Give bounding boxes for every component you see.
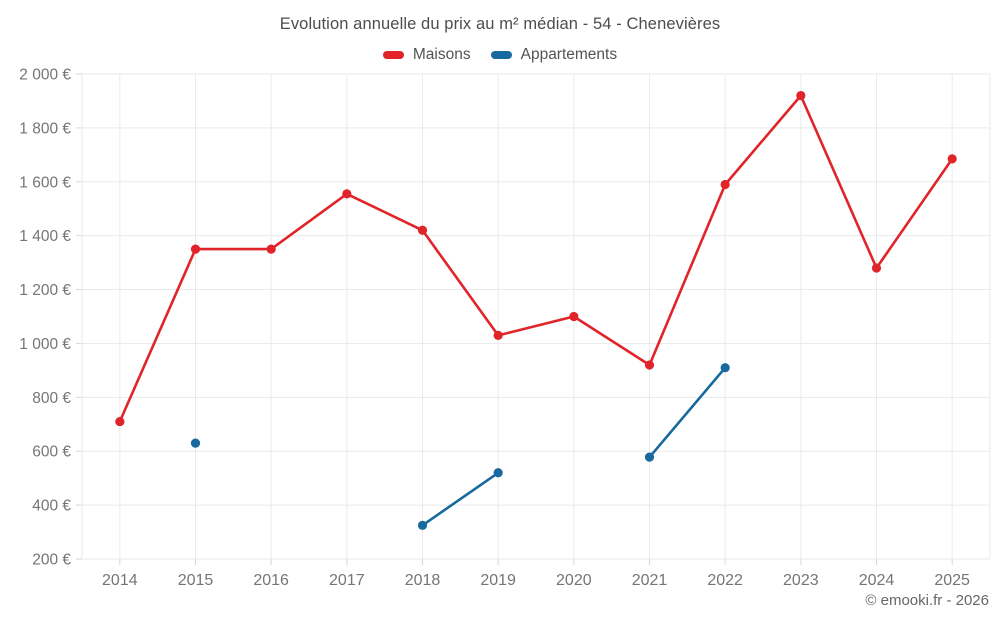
data-point-appartements bbox=[493, 468, 503, 478]
legend-label-maisons: Maisons bbox=[412, 46, 471, 63]
data-point-maisons bbox=[796, 90, 806, 101]
data-point-maisons bbox=[644, 360, 655, 370]
y-axis-label: 800 € bbox=[32, 390, 71, 407]
x-axis-label: 2020 bbox=[556, 572, 592, 589]
y-axis-label: 1 400 € bbox=[19, 228, 71, 245]
x-axis-label: 2024 bbox=[859, 572, 895, 589]
x-axis-label: 2016 bbox=[253, 572, 289, 589]
data-point-appartements bbox=[190, 438, 201, 448]
data-point-maisons bbox=[115, 416, 125, 427]
data-point-maisons bbox=[342, 189, 352, 199]
data-point-appartements bbox=[720, 363, 730, 373]
series-line-appartements bbox=[421, 366, 727, 527]
data-point-maisons bbox=[871, 263, 882, 273]
legend-item-maisons[interactable]: Maisons bbox=[382, 46, 471, 64]
data-point-appartements bbox=[417, 520, 428, 530]
data-point-maisons bbox=[417, 225, 428, 235]
data-point-maisons bbox=[947, 154, 957, 164]
y-axis-label: 400 € bbox=[32, 498, 71, 515]
x-axis-label: 2015 bbox=[178, 572, 214, 589]
y-axis-label: 2 000 € bbox=[19, 67, 71, 84]
x-axis-label: 2025 bbox=[934, 572, 970, 589]
y-axis-label: 600 € bbox=[32, 444, 71, 461]
data-point-maisons bbox=[720, 179, 730, 190]
y-axis-label: 200 € bbox=[32, 552, 71, 569]
x-axis-label: 2022 bbox=[707, 572, 743, 589]
x-axis-label: 2023 bbox=[783, 572, 819, 589]
x-axis-label: 2014 bbox=[102, 572, 138, 589]
chart-legend: Maisons Appartements bbox=[0, 46, 1000, 64]
y-axis-label: 1 800 € bbox=[19, 120, 71, 137]
copyright-footer: © emooki.fr - 2026 bbox=[865, 592, 989, 609]
x-axis-label: 2017 bbox=[329, 572, 365, 589]
legend-item-appartements[interactable]: Appartements bbox=[490, 46, 618, 64]
x-axis-label: 2019 bbox=[480, 572, 516, 589]
data-point-maisons bbox=[266, 244, 276, 254]
y-axis-label: 1 600 € bbox=[19, 174, 71, 191]
x-axis-label: 2018 bbox=[405, 572, 441, 589]
series-line-maisons bbox=[118, 94, 954, 423]
y-axis-label: 1 200 € bbox=[19, 282, 71, 299]
data-point-maisons bbox=[190, 244, 201, 254]
y-axis-label: 1 000 € bbox=[19, 336, 71, 353]
data-point-maisons bbox=[569, 311, 579, 322]
maisons-swatch-icon bbox=[382, 51, 404, 59]
legend-label-appartements: Appartements bbox=[520, 46, 618, 63]
chart-title: Evolution annuelle du prix au m² médian … bbox=[279, 15, 721, 33]
x-axis-label: 2021 bbox=[632, 572, 668, 589]
appartements-swatch-icon bbox=[490, 51, 512, 59]
data-point-appartements bbox=[644, 452, 655, 462]
data-point-maisons bbox=[493, 330, 503, 340]
